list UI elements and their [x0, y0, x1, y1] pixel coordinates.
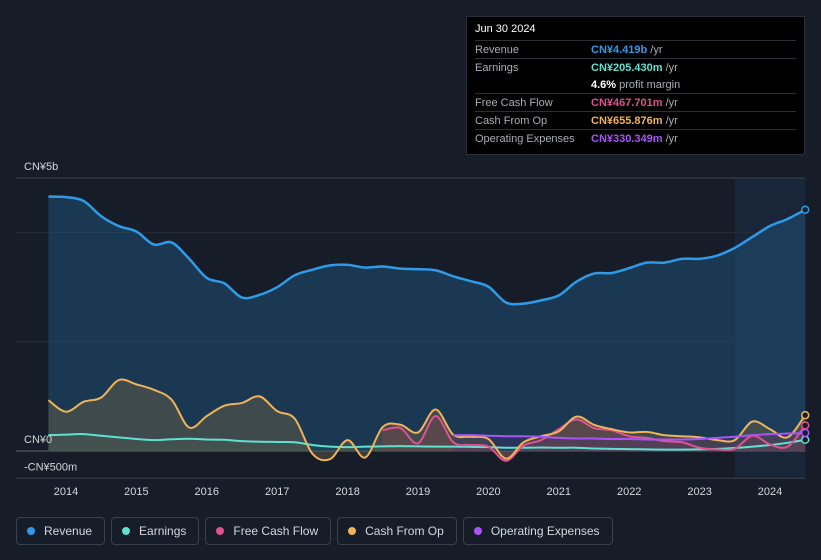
tooltip-date: Jun 30 2024 — [475, 23, 536, 35]
tooltip-unit: /yr — [665, 61, 678, 74]
legend-dot-icon — [473, 527, 482, 535]
operating-expenses-line — [453, 431, 806, 441]
tooltip-label: Cash From Op — [475, 114, 548, 127]
legend-dot-icon — [216, 527, 225, 535]
x-tick-label: 2021 — [547, 486, 571, 498]
earnings-line — [48, 433, 806, 451]
legend-label: Free Cash Flow — [233, 524, 319, 538]
tooltip-value: 4.6% — [591, 78, 617, 91]
legend-dot-icon — [348, 527, 357, 535]
tooltip-row-revenue: Revenue CN¥4.419b /yr — [475, 40, 796, 58]
y-tick-label: CN¥5b — [24, 161, 58, 173]
legend-dot-icon — [27, 527, 35, 535]
revenue-end-point — [800, 205, 810, 214]
cash-from-op-end-point — [800, 410, 810, 420]
operating-expenses-end-point — [800, 428, 810, 438]
legend-label: Earnings — [139, 524, 187, 538]
tooltip-unit: profit margin — [619, 78, 681, 91]
x-tick-label: 2016 — [195, 486, 219, 498]
tooltip-unit: /yr — [665, 114, 678, 127]
free-cash-flow-end-point — [800, 421, 810, 430]
tooltip-label: Free Cash Flow — [475, 96, 553, 109]
x-tick-label: 2018 — [335, 486, 359, 498]
tooltip-row-earnings: Earnings CN¥205.430m /yr — [475, 58, 796, 76]
cash-from-op-line — [47, 378, 807, 462]
tooltip-unit: /yr — [665, 132, 678, 145]
series-lines — [47, 195, 807, 462]
x-tick-label: 2015 — [124, 486, 148, 498]
revenue-area — [48, 196, 806, 451]
tooltip-unit: /yr — [650, 43, 663, 56]
tooltip-value: CN¥205.430m — [591, 61, 663, 74]
legend-label: Cash From Op — [365, 524, 444, 538]
legend-operating-expenses[interactable]: Operating Expenses — [462, 517, 613, 545]
tooltip-value: CN¥4.419b — [591, 43, 648, 56]
tooltip-row-fcf: Free Cash Flow CN¥467.701m /yr — [475, 93, 796, 111]
end-markers — [800, 205, 810, 445]
chart-legend: Revenue Earnings Free Cash Flow Cash Fro… — [16, 517, 613, 545]
x-tick-label: 2017 — [265, 486, 289, 498]
y-axis-labels: CN¥5b CN¥0 -CN¥500m — [24, 161, 77, 473]
tooltip-value: CN¥330.349m — [591, 132, 663, 145]
free-cash-flow-line — [382, 415, 806, 462]
legend-free-cash-flow[interactable]: Free Cash Flow — [205, 517, 332, 545]
earnings-area — [48, 434, 806, 451]
data-tooltip: Jun 30 2024 Revenue CN¥4.419b /yr Earnin… — [466, 16, 805, 155]
tooltip-value: CN¥655.876m — [591, 114, 663, 127]
tooltip-row-cfo: Cash From Op CN¥655.876m /yr — [475, 111, 796, 129]
legend-revenue[interactable]: Revenue — [16, 517, 106, 545]
tooltip-row-opex: Operating Expenses CN¥330.349m /yr — [475, 129, 796, 147]
x-tick-label: 2022 — [617, 486, 641, 498]
tooltip-label: Revenue — [475, 43, 520, 56]
tooltip-unit: /yr — [665, 96, 678, 109]
legend-earnings[interactable]: Earnings — [111, 517, 200, 545]
area-fills — [16, 196, 806, 461]
legend-dot-icon — [122, 527, 131, 535]
x-tick-label: 2024 — [758, 486, 782, 498]
earnings-end-point — [800, 435, 810, 445]
x-tick-label: 2020 — [476, 486, 500, 498]
x-axis-labels: 2014 2015 2016 2017 2018 2019 2020 2021 2022 2023… — [54, 486, 782, 498]
x-tick-label: 2019 — [406, 486, 430, 498]
tooltip-label: Earnings — [475, 61, 519, 74]
tooltip-label: Operating Expenses — [475, 132, 575, 145]
revenue-line — [48, 195, 806, 306]
y-tick-label: -CN¥500m — [24, 461, 77, 473]
tooltip-row-margin: 4.6% profit margin — [475, 76, 796, 93]
legend-label: Operating Expenses — [490, 524, 600, 538]
legend-label: Revenue — [44, 524, 93, 538]
x-tick-label: 2014 — [54, 486, 78, 498]
legend-cash-from-op[interactable]: Cash From Op — [337, 517, 457, 545]
tooltip-value: CN¥467.701m — [591, 96, 663, 109]
y-tick-label: CN¥0 — [24, 434, 52, 446]
x-tick-label: 2023 — [687, 486, 711, 498]
